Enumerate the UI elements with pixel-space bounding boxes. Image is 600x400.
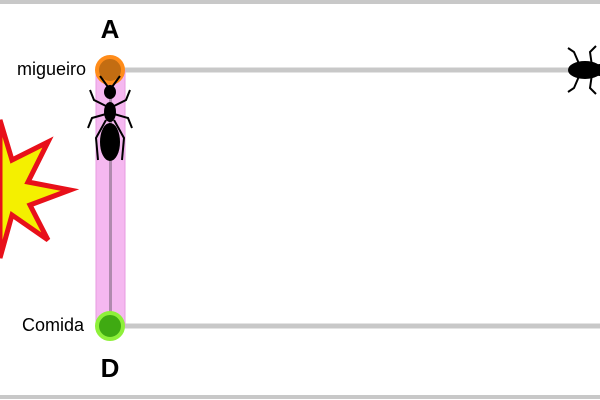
ant-icon xyxy=(87,75,133,161)
ant-icon xyxy=(567,45,600,95)
node-letter: D xyxy=(101,353,120,383)
node-letter: A xyxy=(101,14,120,44)
node-d xyxy=(95,311,125,341)
explosion-icon xyxy=(0,119,80,259)
node-label: Comida xyxy=(22,315,85,335)
node-label: migueiro xyxy=(17,59,86,79)
node-a xyxy=(95,55,125,85)
